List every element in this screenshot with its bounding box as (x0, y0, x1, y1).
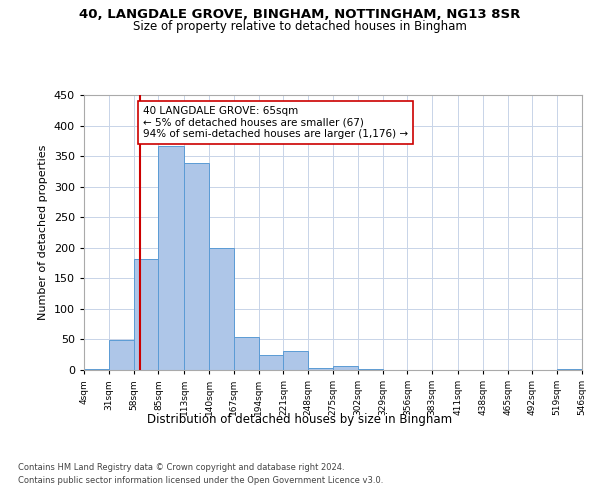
Bar (333, 366, 358, 370)
Text: Distribution of detached houses by size in Bingham: Distribution of detached houses by size … (148, 412, 452, 426)
Bar (109, 340, 134, 370)
Text: 40, LANGDALE GROVE, BINGHAM, NOTTINGHAM, NG13 8SR: 40, LANGDALE GROVE, BINGHAM, NOTTINGHAM,… (79, 8, 521, 20)
Text: 40 LANGDALE GROVE: 65sqm
← 5% of detached houses are smaller (67)
94% of semi-de: 40 LANGDALE GROVE: 65sqm ← 5% of detache… (143, 106, 408, 139)
Bar (234, 337, 259, 370)
Bar (134, 260, 158, 370)
Bar (308, 368, 333, 370)
Text: Size of property relative to detached houses in Bingham: Size of property relative to detached ho… (133, 20, 467, 33)
Bar (158, 146, 184, 370)
Y-axis label: Number of detached properties: Number of detached properties (38, 145, 48, 320)
Bar (259, 354, 283, 370)
Bar (283, 351, 308, 370)
Bar (209, 248, 234, 370)
Text: Contains HM Land Registry data © Crown copyright and database right 2024.: Contains HM Land Registry data © Crown c… (18, 462, 344, 471)
Bar (184, 163, 209, 370)
Text: Contains public sector information licensed under the Open Government Licence v3: Contains public sector information licen… (18, 476, 383, 485)
